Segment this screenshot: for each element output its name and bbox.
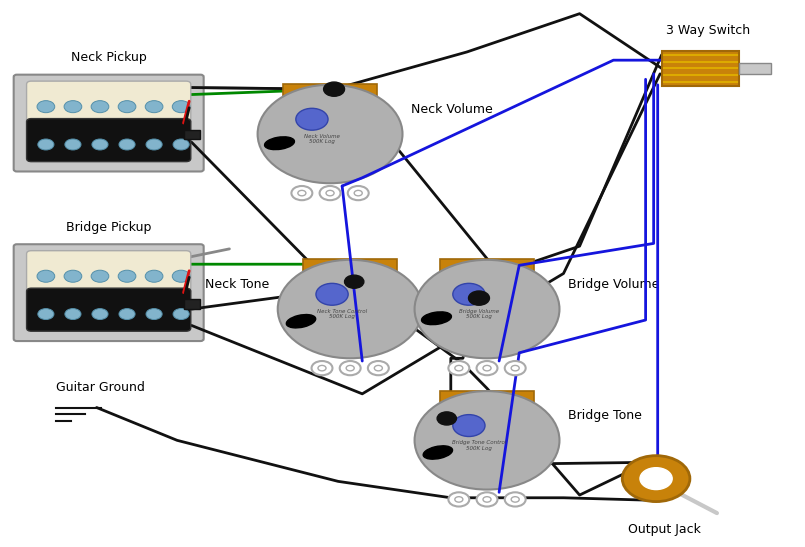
FancyBboxPatch shape — [27, 119, 191, 162]
Circle shape — [258, 85, 402, 183]
Circle shape — [354, 190, 362, 196]
Circle shape — [37, 270, 55, 282]
Circle shape — [145, 270, 163, 282]
Circle shape — [118, 270, 136, 282]
Circle shape — [324, 82, 345, 96]
Circle shape — [316, 283, 349, 305]
Circle shape — [298, 190, 306, 196]
Circle shape — [312, 361, 332, 375]
Circle shape — [65, 309, 81, 319]
Circle shape — [172, 101, 190, 113]
Circle shape — [291, 186, 312, 200]
Ellipse shape — [422, 312, 452, 325]
Bar — [739, 63, 771, 74]
Circle shape — [368, 361, 389, 375]
Circle shape — [483, 365, 491, 371]
Circle shape — [469, 291, 489, 305]
Circle shape — [511, 497, 519, 502]
Text: Neck Volume: Neck Volume — [411, 103, 493, 116]
Circle shape — [505, 361, 526, 375]
Bar — [662, 51, 739, 86]
Circle shape — [119, 309, 135, 319]
FancyBboxPatch shape — [283, 84, 377, 100]
Circle shape — [318, 365, 326, 371]
Text: Bridge Volume
500K Log: Bridge Volume 500K Log — [459, 309, 499, 319]
Ellipse shape — [265, 137, 295, 150]
Circle shape — [320, 186, 341, 200]
Text: Neck Pickup: Neck Pickup — [71, 51, 147, 64]
FancyBboxPatch shape — [440, 391, 535, 406]
Text: Bridge Tone: Bridge Tone — [568, 409, 642, 422]
Circle shape — [452, 283, 485, 305]
Circle shape — [415, 260, 559, 358]
Circle shape — [145, 101, 163, 113]
Text: 3 Way Switch: 3 Way Switch — [667, 24, 750, 37]
Circle shape — [622, 456, 690, 502]
FancyBboxPatch shape — [14, 244, 204, 341]
Circle shape — [448, 361, 469, 375]
Circle shape — [92, 139, 108, 150]
Circle shape — [295, 108, 328, 130]
Circle shape — [505, 492, 526, 507]
Circle shape — [448, 492, 469, 507]
Circle shape — [91, 101, 109, 113]
FancyBboxPatch shape — [27, 288, 191, 331]
Circle shape — [437, 412, 456, 425]
FancyBboxPatch shape — [27, 251, 191, 294]
Text: Neck Tone Control
500K Log: Neck Tone Control 500K Log — [317, 309, 367, 319]
Ellipse shape — [423, 446, 452, 459]
Bar — [184, 130, 200, 139]
Circle shape — [146, 139, 162, 150]
Circle shape — [65, 139, 81, 150]
Circle shape — [326, 190, 334, 196]
Circle shape — [483, 497, 491, 502]
Circle shape — [455, 365, 463, 371]
Circle shape — [119, 139, 135, 150]
Circle shape — [64, 270, 82, 282]
Circle shape — [346, 365, 354, 371]
Circle shape — [173, 139, 189, 150]
Circle shape — [38, 309, 54, 319]
Text: Bridge Tone Control
500K Log: Bridge Tone Control 500K Log — [452, 440, 506, 451]
Circle shape — [64, 101, 82, 113]
FancyBboxPatch shape — [27, 81, 191, 124]
Circle shape — [452, 415, 485, 437]
Circle shape — [118, 101, 136, 113]
Circle shape — [511, 365, 519, 371]
Text: Guitar Ground: Guitar Ground — [56, 381, 145, 394]
Circle shape — [37, 101, 55, 113]
Text: Bridge Pickup: Bridge Pickup — [66, 221, 151, 234]
Circle shape — [340, 361, 361, 375]
Text: Neck Tone: Neck Tone — [205, 278, 270, 291]
Text: Neck Volume
500K Log: Neck Volume 500K Log — [304, 133, 340, 144]
Circle shape — [477, 492, 497, 507]
Circle shape — [345, 275, 364, 288]
Circle shape — [455, 497, 463, 502]
Circle shape — [91, 270, 109, 282]
Text: Bridge Volume: Bridge Volume — [568, 278, 659, 291]
FancyBboxPatch shape — [303, 259, 398, 275]
Circle shape — [477, 361, 497, 375]
Circle shape — [278, 260, 423, 358]
Ellipse shape — [287, 315, 316, 328]
Circle shape — [415, 391, 559, 490]
Circle shape — [38, 139, 54, 150]
FancyBboxPatch shape — [14, 75, 204, 172]
Circle shape — [348, 186, 369, 200]
Text: Output Jack: Output Jack — [628, 523, 700, 537]
Circle shape — [172, 270, 190, 282]
Circle shape — [640, 468, 672, 490]
FancyBboxPatch shape — [440, 259, 535, 275]
Circle shape — [173, 309, 189, 319]
Circle shape — [374, 365, 382, 371]
Circle shape — [146, 309, 162, 319]
Bar — [184, 299, 200, 309]
Circle shape — [92, 309, 108, 319]
